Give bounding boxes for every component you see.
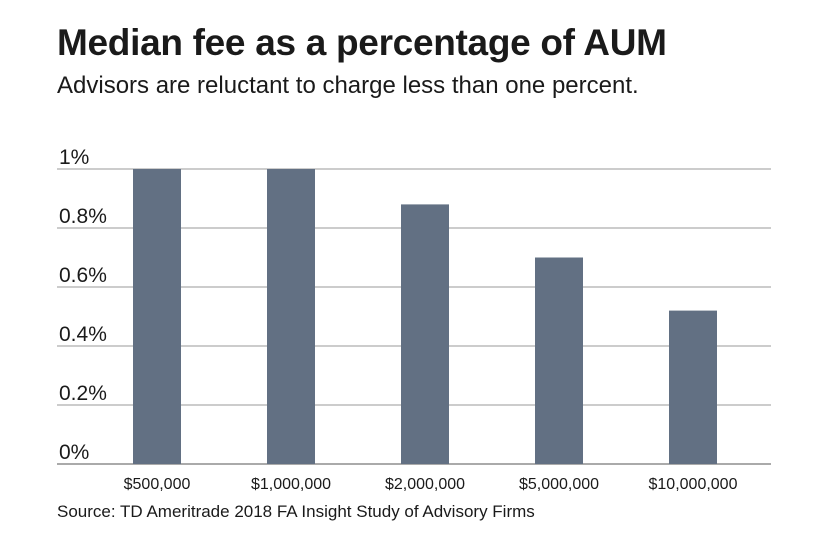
x-tick-label: $2,000,000	[385, 476, 465, 493]
bar	[669, 310, 717, 464]
x-tick-label: $10,000,000	[649, 476, 738, 493]
chart-subtitle: Advisors are reluctant to charge less th…	[57, 72, 639, 99]
y-tick-label: 0.6%	[59, 264, 107, 287]
source-note: Source: TD Ameritrade 2018 FA Insight St…	[57, 502, 535, 521]
bars	[133, 169, 717, 464]
chart-title: Median fee as a percentage of AUM	[57, 22, 667, 63]
x-tick-label: $1,000,000	[251, 476, 331, 493]
y-tick-label: 0%	[59, 441, 89, 464]
bar	[401, 204, 449, 464]
x-tick-label: $500,000	[124, 476, 191, 493]
bar	[535, 257, 583, 464]
y-tick-label: 0.4%	[59, 323, 107, 346]
y-axis-ticks: 1% 0.8% 0.6% 0.4% 0.2% 0%	[59, 146, 107, 464]
y-tick-label: 0.8%	[59, 205, 107, 228]
y-tick-label: 0.2%	[59, 382, 107, 405]
bar	[267, 169, 315, 464]
x-tick-label: $5,000,000	[519, 476, 599, 493]
y-tick-label: 1%	[59, 146, 89, 169]
x-axis-ticks: $500,000 $1,000,000 $2,000,000 $5,000,000 $1…	[124, 476, 738, 493]
bar	[133, 169, 181, 464]
